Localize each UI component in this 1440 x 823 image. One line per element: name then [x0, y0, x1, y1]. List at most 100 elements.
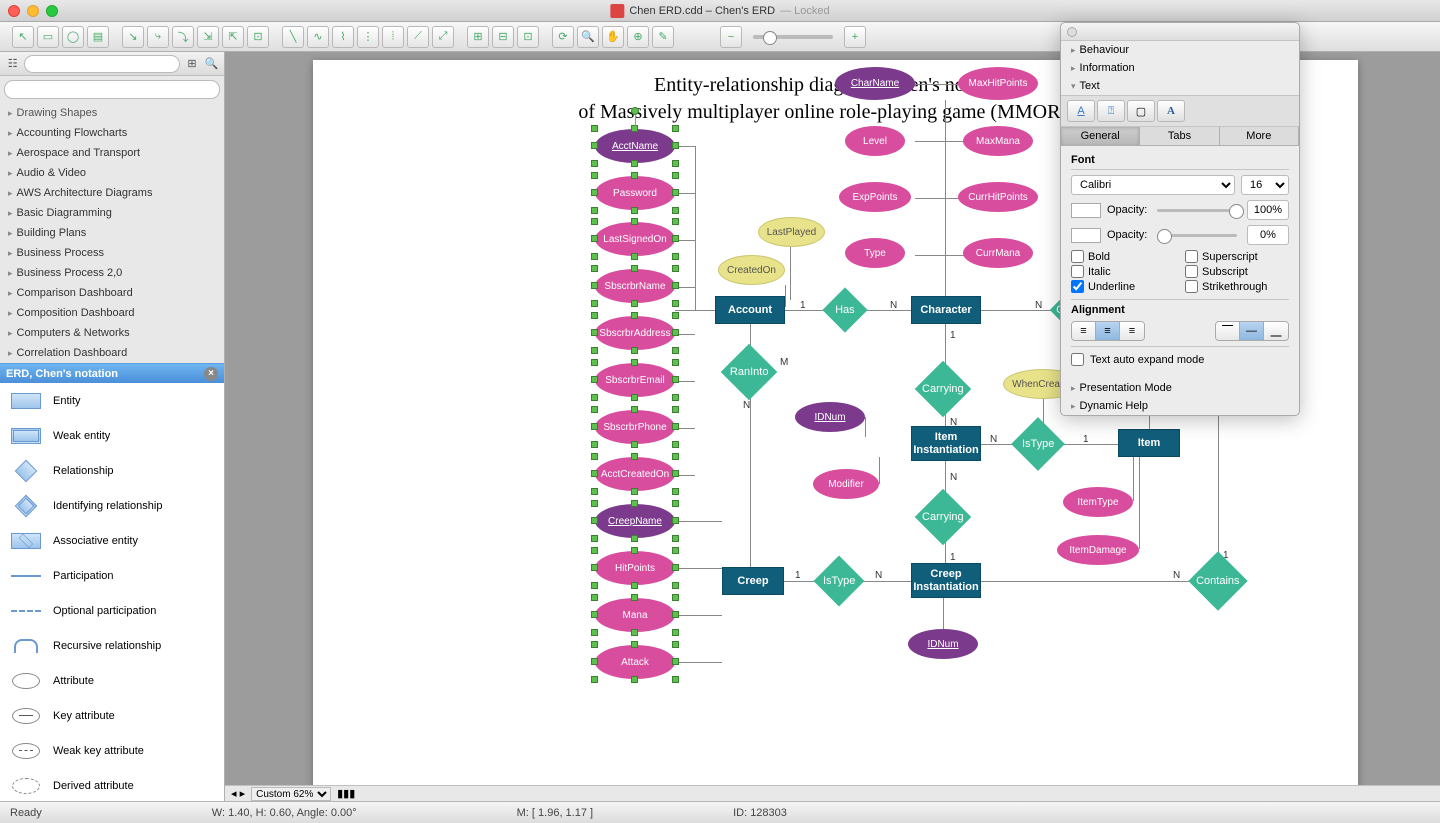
selection-handle[interactable]: [672, 676, 679, 683]
library-item[interactable]: Correlation Dashboard: [0, 343, 224, 363]
page-tabs-icon[interactable]: ▮▮▮: [337, 787, 355, 800]
selection-handle[interactable]: [672, 470, 679, 477]
selection-handle[interactable]: [631, 676, 638, 683]
selection-handle[interactable]: [591, 594, 598, 601]
v-align-segment[interactable]: ⎺ ― ⎽: [1215, 321, 1289, 341]
node-LastSignedOn[interactable]: LastSignedOn: [595, 222, 675, 256]
node-CurrMana[interactable]: CurrMana: [963, 238, 1033, 268]
selection-handle[interactable]: [591, 582, 598, 589]
selection-handle[interactable]: [672, 207, 679, 214]
selection-handle[interactable]: [631, 547, 638, 554]
selection-handle[interactable]: [631, 488, 638, 495]
selection-handle[interactable]: [591, 641, 598, 648]
auto-expand-checkbox[interactable]: [1071, 353, 1084, 366]
connector-tool-1[interactable]: ↘: [122, 26, 144, 48]
node-ItemDamage[interactable]: ItemDamage: [1057, 535, 1139, 565]
node-RanInto[interactable]: RanInto: [721, 344, 778, 401]
connector-tool-6[interactable]: ⊡: [247, 26, 269, 48]
line-tool-2[interactable]: ∿: [307, 26, 329, 48]
align-top-icon[interactable]: ⎺: [1216, 322, 1240, 340]
node-CreatedOn[interactable]: CreatedOn: [718, 255, 785, 285]
tab-more[interactable]: More: [1220, 127, 1299, 145]
selection-handle[interactable]: [672, 172, 679, 179]
selection-handle[interactable]: [631, 160, 638, 167]
shape-weak-entity[interactable]: Weak entity: [0, 418, 224, 453]
node-Account[interactable]: Account: [715, 296, 785, 324]
selection-handle[interactable]: [672, 282, 679, 289]
node-HitPoints[interactable]: HitPoints: [595, 551, 675, 585]
hand-tool[interactable]: ✋: [602, 26, 624, 48]
selection-handle[interactable]: [672, 376, 679, 383]
selection-handle[interactable]: [672, 658, 679, 665]
zoom-icon[interactable]: [46, 5, 58, 17]
zoom-out-button[interactable]: −: [720, 26, 742, 48]
selection-handle[interactable]: [591, 172, 598, 179]
selection-handle[interactable]: [672, 641, 679, 648]
selection-handle[interactable]: [631, 347, 638, 354]
node-Attack[interactable]: Attack: [595, 645, 675, 679]
check-italic[interactable]: Italic: [1071, 265, 1175, 278]
node-Carrying1[interactable]: Carrying: [915, 361, 972, 418]
selection-handle[interactable]: [672, 160, 679, 167]
align-middle-icon[interactable]: ―: [1240, 322, 1264, 340]
selection-handle[interactable]: [672, 125, 679, 132]
line-tool-6[interactable]: ⟋: [407, 26, 429, 48]
library-item[interactable]: Computers & Networks: [0, 323, 224, 343]
shape-derived-attribute[interactable]: Derived attribute: [0, 768, 224, 801]
connector-tool-2[interactable]: ⤷: [147, 26, 169, 48]
font-name-select[interactable]: Calibri: [1071, 175, 1235, 195]
check-underline[interactable]: Underline: [1071, 280, 1175, 293]
library-item[interactable]: Comparison Dashboard: [0, 283, 224, 303]
node-CreepInst[interactable]: Creep Instantiation: [911, 563, 981, 598]
selection-handle[interactable]: [591, 488, 598, 495]
opacity-slider-2[interactable]: [1157, 234, 1237, 237]
selection-handle[interactable]: [672, 406, 679, 413]
library-item[interactable]: Basic Diagramming: [0, 203, 224, 223]
selection-handle[interactable]: [591, 629, 598, 636]
selection-handle[interactable]: [631, 359, 638, 366]
group-tool-2[interactable]: ⊟: [492, 26, 514, 48]
selection-handle[interactable]: [631, 500, 638, 507]
selection-handle[interactable]: [591, 564, 598, 571]
zoom-slider[interactable]: [753, 35, 833, 39]
line-tool-1[interactable]: ╲: [282, 26, 304, 48]
check-bold[interactable]: Bold: [1071, 250, 1175, 263]
selection-handle[interactable]: [672, 423, 679, 430]
selection-handle[interactable]: [591, 441, 598, 448]
selection-handle[interactable]: [672, 300, 679, 307]
node-CurrHitPoints[interactable]: CurrHitPoints: [958, 182, 1038, 212]
selection-handle[interactable]: [672, 359, 679, 366]
selection-handle[interactable]: [672, 547, 679, 554]
node-Level[interactable]: Level: [845, 126, 905, 156]
line-tool-7[interactable]: ⤢: [432, 26, 454, 48]
selection-handle[interactable]: [591, 312, 598, 319]
check-superscript[interactable]: Superscript: [1185, 250, 1289, 263]
connector-tool-3[interactable]: ⤵: [172, 26, 194, 48]
shape-weak-key-attribute[interactable]: Weak key attribute: [0, 733, 224, 768]
selection-handle[interactable]: [591, 394, 598, 401]
node-ItemType[interactable]: ItemType: [1063, 487, 1133, 517]
line-tool-5[interactable]: ⦙: [382, 26, 404, 48]
section-presentation[interactable]: Presentation Mode: [1061, 379, 1299, 397]
selection-handle[interactable]: [591, 235, 598, 242]
selection-handle[interactable]: [672, 500, 679, 507]
node-ItemInst[interactable]: Item Instantiation: [911, 426, 981, 461]
selection-handle[interactable]: [672, 564, 679, 571]
rect-tool[interactable]: ▭: [37, 26, 59, 48]
node-MaxHitPoints[interactable]: MaxHitPoints: [958, 67, 1038, 100]
opacity-value-1[interactable]: [1247, 200, 1289, 220]
node-Carrying2[interactable]: Carrying: [915, 489, 972, 546]
section-text[interactable]: Text: [1061, 77, 1299, 95]
node-Mana[interactable]: Mana: [595, 598, 675, 632]
node-Type[interactable]: Type: [845, 238, 905, 268]
selection-handle[interactable]: [591, 535, 598, 542]
selection-handle[interactable]: [672, 582, 679, 589]
opacity-value-2[interactable]: [1247, 225, 1289, 245]
highlight-icon[interactable]: ⍰: [1097, 100, 1125, 122]
align-bottom-icon[interactable]: ⎽: [1264, 322, 1288, 340]
minimize-icon[interactable]: [27, 5, 39, 17]
selection-handle[interactable]: [672, 611, 679, 618]
shape-optional-participation[interactable]: Optional participation: [0, 593, 224, 628]
selection-handle[interactable]: [591, 265, 598, 272]
selection-handle[interactable]: [631, 172, 638, 179]
